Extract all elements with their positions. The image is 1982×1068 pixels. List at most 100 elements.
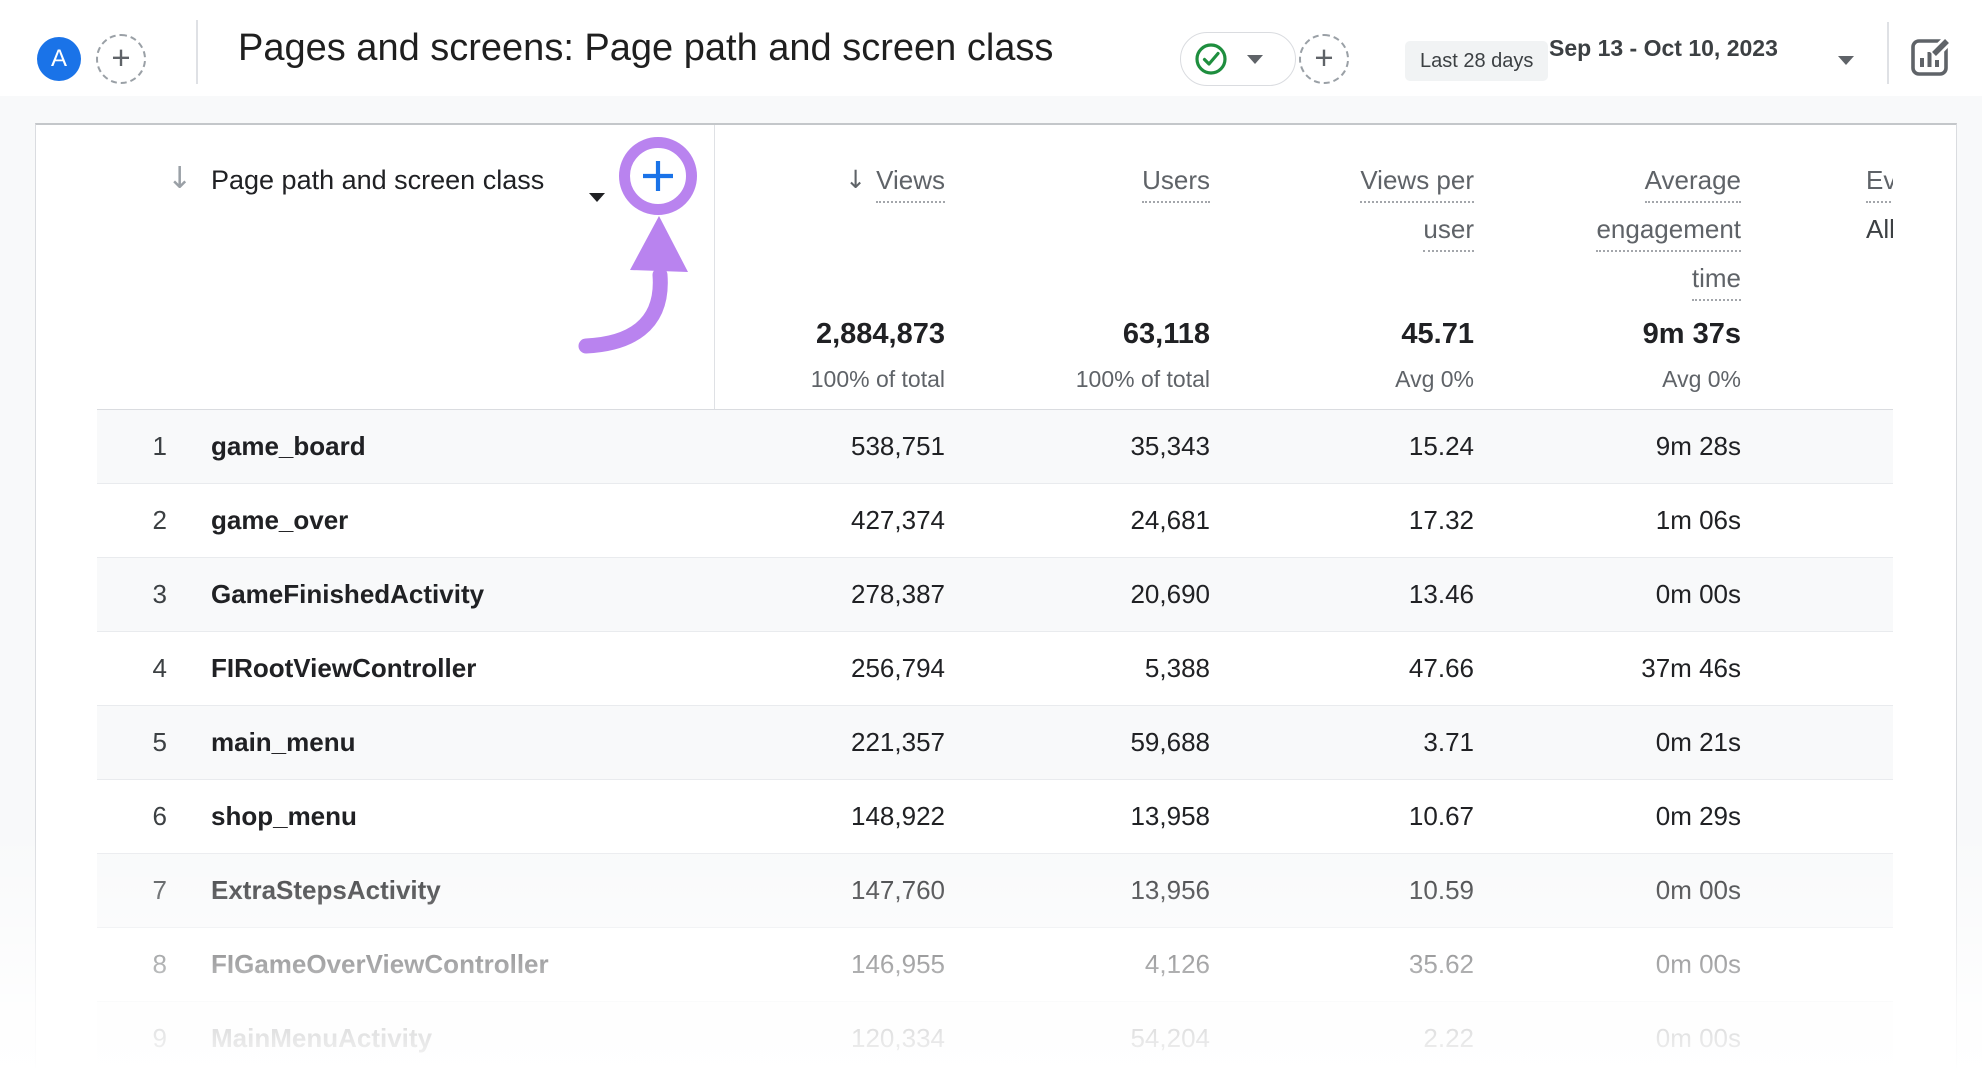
row-avg-engagement-time: 0m 00s — [1655, 579, 1741, 609]
row-users: 13,956 — [1130, 875, 1210, 905]
customize-report-button[interactable] — [1906, 32, 1956, 82]
row-views-per-user: 10.67 — [1408, 801, 1474, 831]
header-divider — [1887, 22, 1889, 84]
totals-value: 63,118 — [1122, 318, 1210, 350]
row-views-per-user: 17.32 — [1408, 505, 1474, 535]
column-header-label: Average — [1644, 165, 1741, 203]
row-users: 54,204 — [1130, 1023, 1210, 1053]
date-range-text: Sep 13 - Oct 10, 2023 — [1549, 34, 1778, 61]
row-views-per-user: 15.24 — [1408, 431, 1474, 461]
row-rank: 2 — [152, 505, 167, 535]
row-page-name: main_menu — [211, 727, 356, 757]
row-rank: 9 — [152, 1023, 167, 1053]
row-rank: 3 — [152, 579, 167, 609]
table-row: 5 main_menu 221,357 59,688 3.71 0m 21s — [97, 706, 1893, 780]
totals-subtext: Avg 0% — [1395, 366, 1474, 392]
row-views: 427,374 — [851, 505, 945, 535]
totals-avg-engagement-time: 9m 37s Avg 0% — [1643, 318, 1741, 393]
check-circle-icon — [1195, 43, 1227, 75]
row-rank: 6 — [152, 801, 167, 831]
row-views-per-user: 47.66 — [1408, 653, 1474, 683]
column-header-label: user — [1423, 214, 1474, 252]
dimension-sort-arrow-icon: ↓ — [167, 161, 193, 196]
totals-subtext: 100% of total — [1075, 366, 1210, 392]
row-views-per-user: 2.22 — [1423, 1023, 1474, 1053]
row-views-per-user: 3.71 — [1423, 727, 1474, 757]
column-header-label: Views per — [1360, 165, 1474, 203]
column-header-label: time — [1691, 263, 1741, 301]
avatar-letter: A — [50, 45, 67, 72]
row-users: 5,388 — [1144, 653, 1210, 683]
totals-views-per-user: 45.71 Avg 0% — [1395, 318, 1474, 393]
row-rank: 1 — [152, 431, 167, 461]
row-views-per-user: 13.46 — [1408, 579, 1474, 609]
annotation-arrow — [578, 216, 688, 354]
row-page-name: ExtraStepsActivity — [211, 875, 441, 905]
top-header-bar: A + Pages and screens: Page path and scr… — [0, 0, 1982, 96]
totals-value: 2,884,873 — [815, 318, 945, 350]
date-range-selector[interactable]: Sep 13 - Oct 10, 2023 — [1549, 0, 1778, 96]
annotation-highlight-circle — [619, 137, 697, 215]
row-page-name: FIRootViewController — [211, 653, 477, 683]
row-page-name: FIGameOverViewController — [211, 949, 549, 979]
totals-views: 2,884,873 100% of total — [811, 318, 945, 393]
row-page-name: shop_menu — [211, 801, 357, 831]
row-avg-engagement-time: 1m 06s — [1655, 505, 1741, 535]
row-views-per-user: 10.59 — [1408, 875, 1474, 905]
table-row: 9 MainMenuActivity 120,334 54,204 2.22 0… — [97, 1002, 1893, 1068]
row-users: 20,690 — [1130, 579, 1210, 609]
column-header-users[interactable]: Users — [1142, 165, 1210, 203]
table-row: 1 game_board 538,751 35,343 15.24 9m 28s — [97, 410, 1893, 484]
sort-descending-icon: ↓ — [845, 165, 867, 194]
row-avg-engagement-time: 0m 00s — [1655, 875, 1741, 905]
avatar[interactable]: A — [37, 37, 81, 81]
column-header-event-count[interactable]: Event count All events — [1866, 165, 1893, 245]
column-header-label: Views — [876, 165, 945, 203]
column-header-views-per-user[interactable]: Views per user — [1360, 165, 1474, 252]
column-header-views[interactable]: ↓ Views — [845, 165, 945, 203]
chevron-down-icon[interactable] — [1838, 56, 1854, 65]
column-header-label: Event count — [1866, 165, 1893, 203]
row-views: 148,922 — [851, 801, 945, 831]
row-views: 278,387 — [851, 579, 945, 609]
column-header-label: Users — [1142, 165, 1210, 203]
row-page-name: game_over — [211, 505, 349, 535]
report-status-dropdown[interactable] — [1180, 32, 1296, 86]
row-views: 538,751 — [851, 431, 945, 461]
row-views: 146,955 — [851, 949, 945, 979]
row-rank: 5 — [152, 727, 167, 757]
chevron-down-icon — [1247, 54, 1263, 64]
add-comparison-button[interactable]: + — [96, 34, 146, 84]
table-row: 6 shop_menu 148,922 13,958 10.67 0m 29s — [97, 780, 1893, 854]
add-filter-button[interactable]: + — [1299, 34, 1349, 84]
row-views: 256,794 — [851, 653, 945, 683]
totals-value: 45.71 — [1401, 318, 1474, 350]
row-views-per-user: 35.62 — [1408, 949, 1474, 979]
row-users: 24,681 — [1130, 505, 1210, 535]
row-avg-engagement-time: 9m 28s — [1655, 431, 1741, 461]
row-views: 147,760 — [851, 875, 945, 905]
totals-row: 2,884,873 100% of total 63,118 100% of t… — [97, 302, 1893, 410]
totals-subtext: 100% of total — [810, 366, 945, 392]
row-views: 221,357 — [851, 727, 945, 757]
row-rank: 8 — [152, 949, 167, 979]
date-preset-chip[interactable]: Last 28 days — [1405, 41, 1549, 81]
row-avg-engagement-time: 0m 29s — [1655, 801, 1741, 831]
table-row: 7 ExtraStepsActivity 147,760 13,956 10.5… — [97, 854, 1893, 928]
add-dimension-plus-button[interactable] — [640, 158, 676, 194]
row-page-name: MainMenuActivity — [211, 1023, 433, 1053]
header-divider — [196, 20, 198, 84]
row-avg-engagement-time: 37m 46s — [1641, 653, 1741, 683]
event-filter-dropdown[interactable]: All events — [1866, 214, 1893, 244]
totals-subtext: Avg 0% — [1662, 366, 1741, 392]
row-users: 35,343 — [1130, 431, 1210, 461]
chevron-down-icon[interactable] — [589, 193, 605, 202]
customize-report-icon — [1911, 36, 1952, 76]
column-header-avg-engagement-time[interactable]: Average engagement time — [1596, 165, 1741, 301]
dimension-dropdown[interactable]: Page path and screen class — [211, 165, 545, 195]
row-rank: 4 — [152, 653, 167, 683]
table-row: 4 FIRootViewController 256,794 5,388 47.… — [97, 632, 1893, 706]
data-table: ↓ Page path and screen class ↓ Views Use… — [97, 125, 1893, 1068]
column-header-label: engagement — [1596, 214, 1741, 252]
